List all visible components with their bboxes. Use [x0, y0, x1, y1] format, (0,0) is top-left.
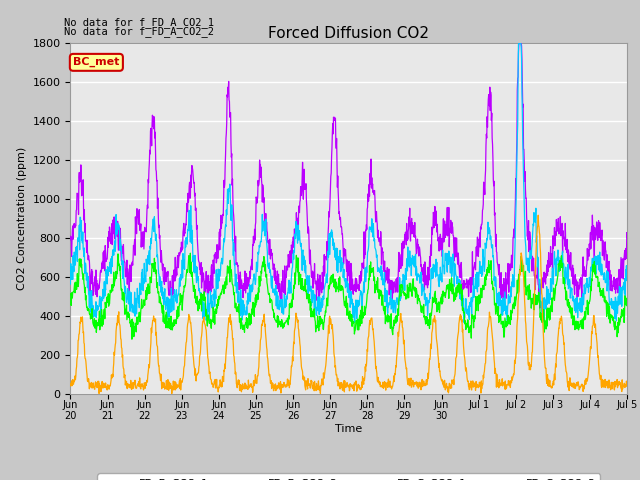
Legend: FD_B_CO2_1, FD_B_CO2_2, FD_C_CO2_1, FD_C_CO2_2: FD_B_CO2_1, FD_B_CO2_2, FD_C_CO2_1, FD_C… [97, 473, 600, 480]
Title: Forced Diffusion CO2: Forced Diffusion CO2 [268, 25, 429, 41]
Text: BC_met: BC_met [73, 57, 120, 68]
Text: No data for f_FD_A_CO2_1: No data for f_FD_A_CO2_1 [64, 17, 214, 28]
Y-axis label: CO2 Concentration (ppm): CO2 Concentration (ppm) [17, 147, 27, 290]
Text: No data for f_FD_A_CO2_2: No data for f_FD_A_CO2_2 [64, 26, 214, 37]
X-axis label: Time: Time [335, 424, 362, 434]
